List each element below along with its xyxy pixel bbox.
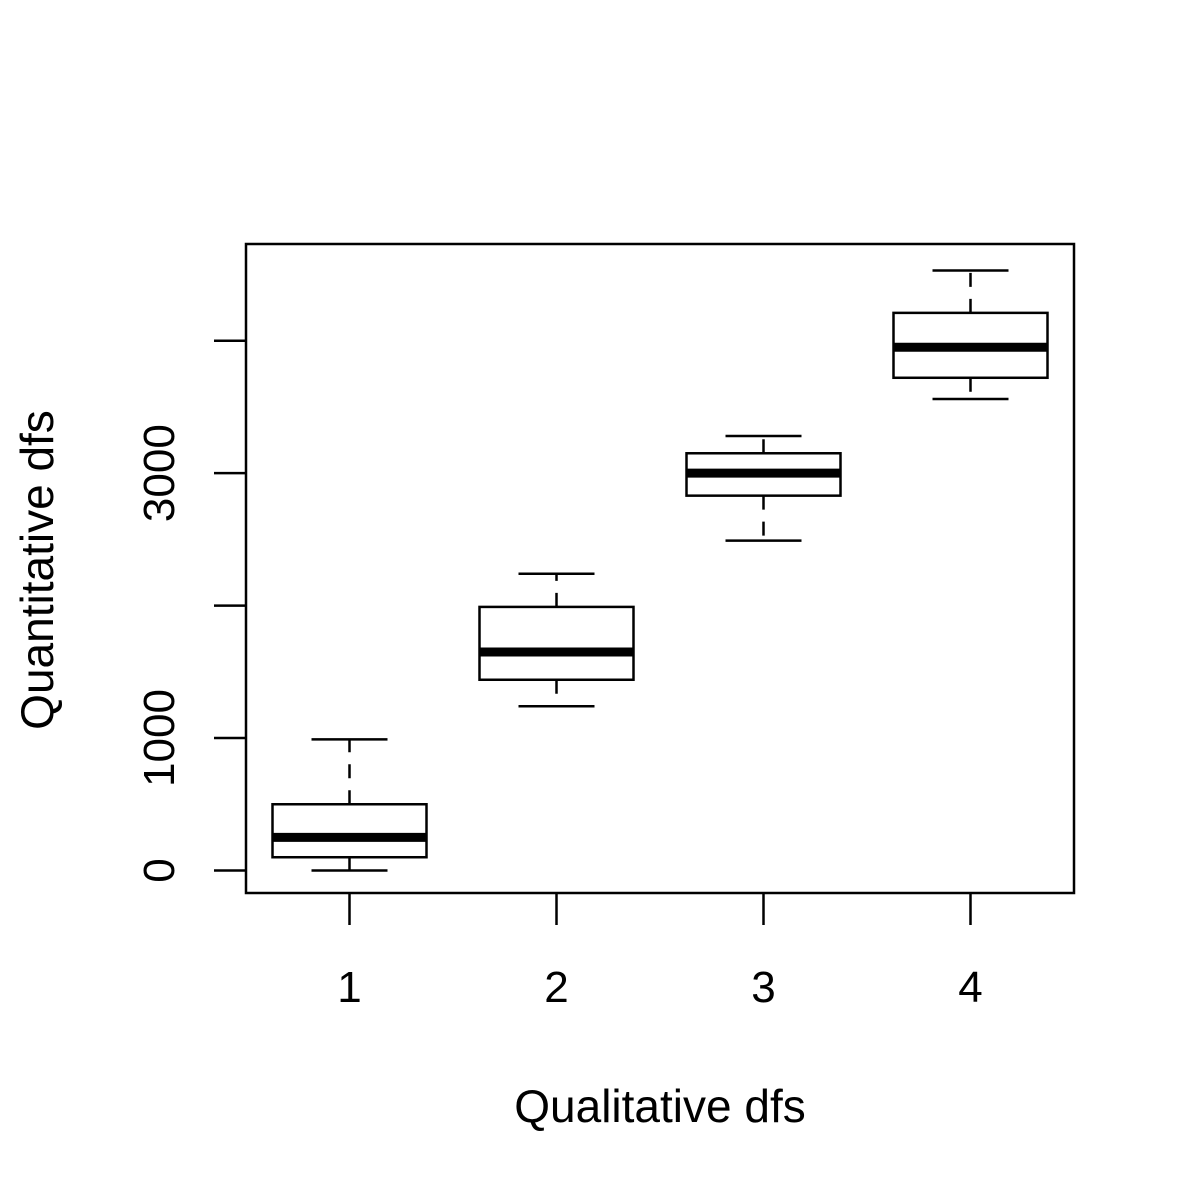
y-tick-label: 1000 [135, 689, 184, 787]
box-group-1 [271, 738, 428, 872]
y-tick-label: 0 [135, 858, 184, 882]
box-iqr [478, 605, 635, 682]
x-tick-label: 1 [337, 963, 361, 1012]
y-tick-label: 3000 [135, 424, 184, 522]
y-axis-label: Quantitative dfs [11, 410, 63, 730]
x-axis-label: Qualitative dfs [514, 1080, 805, 1132]
boxes-layer [271, 269, 1049, 872]
box-group-4 [892, 269, 1049, 401]
axes-layer: 0 1000 3000 1 2 3 4 [135, 339, 983, 1012]
x-tick-label: 2 [544, 963, 568, 1012]
x-tick-label: 3 [751, 963, 775, 1012]
plot-frame [244, 242, 1076, 895]
box-group-3 [685, 434, 842, 542]
x-tick-label: 4 [958, 963, 982, 1012]
box-iqr [271, 803, 428, 859]
box-group-2 [478, 572, 635, 708]
